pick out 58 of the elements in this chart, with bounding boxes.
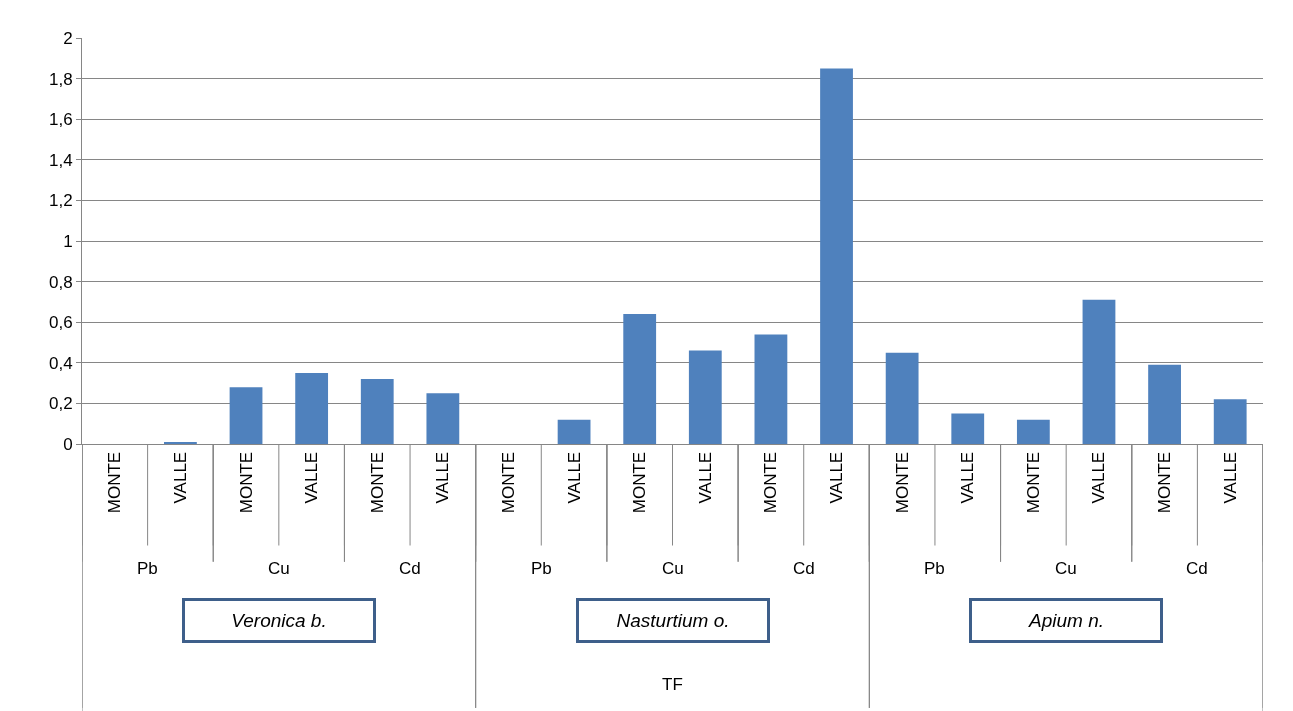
y-tick-label: 0,8	[48, 272, 73, 292]
bar	[885, 352, 919, 444]
x-tick-label: VALLE	[302, 451, 322, 504]
bar	[951, 413, 985, 444]
y-tick-label: 2	[63, 28, 73, 48]
bar	[229, 387, 263, 444]
y-tick-label: 0	[63, 434, 73, 454]
text: Pb	[924, 559, 945, 578]
bar	[360, 379, 394, 444]
text: Veronica b.	[231, 610, 327, 631]
bar	[1016, 419, 1050, 444]
text: Cd	[399, 559, 421, 578]
x-tick-label: VALLE	[433, 451, 453, 504]
x-tick-label: MONTE	[1023, 451, 1043, 514]
bar	[754, 334, 788, 444]
x-tick-label: VALLE	[564, 451, 584, 504]
y-tick-label: 1,2	[48, 191, 73, 211]
x-tick-label: MONTE	[892, 451, 912, 514]
x-tick-label: VALLE	[1089, 451, 1109, 504]
text: Cu	[268, 559, 290, 578]
text: Cu	[662, 559, 684, 578]
bar	[164, 441, 197, 444]
bar	[623, 314, 657, 444]
x-tick-label: VALLE	[958, 451, 978, 504]
text: Apium n.	[1028, 610, 1104, 631]
text: Cd	[793, 559, 815, 578]
text: Cu	[1055, 559, 1077, 578]
x-tick-label: MONTE	[498, 451, 518, 514]
x-tick-label: MONTE	[761, 451, 781, 514]
y-tick-label: 0,4	[48, 353, 73, 373]
text: Cd	[1186, 559, 1208, 578]
bar	[820, 68, 853, 444]
y-tick-label: 0,6	[48, 313, 73, 333]
bar	[426, 393, 460, 444]
y-tick-label: 1	[63, 231, 73, 251]
x-tick-label: MONTE	[630, 451, 650, 514]
y-tick-label: 1,8	[48, 69, 73, 89]
x-tick-label: VALLE	[170, 451, 190, 504]
bar	[688, 350, 722, 444]
y-tick-label: 1,4	[48, 150, 73, 170]
text: Pb	[531, 559, 552, 578]
y-tick-label: 0,2	[48, 394, 73, 414]
bar	[1082, 299, 1116, 444]
bar	[557, 419, 591, 444]
bar	[295, 372, 329, 444]
x-tick-label: MONTE	[105, 451, 125, 514]
text: TF	[662, 675, 683, 694]
x-tick-label: MONTE	[1155, 451, 1175, 514]
x-tick-label: VALLE	[695, 451, 715, 504]
bar	[1213, 399, 1247, 444]
text: Pb	[137, 559, 158, 578]
x-tick-label: MONTE	[367, 451, 387, 514]
x-tick-label: MONTE	[236, 451, 256, 514]
x-tick-label: VALLE	[1220, 451, 1240, 504]
x-tick-label: VALLE	[827, 451, 847, 504]
y-tick-label: 1,6	[48, 110, 73, 130]
bar	[1148, 364, 1181, 444]
text: Nasturtium o.	[616, 610, 730, 631]
